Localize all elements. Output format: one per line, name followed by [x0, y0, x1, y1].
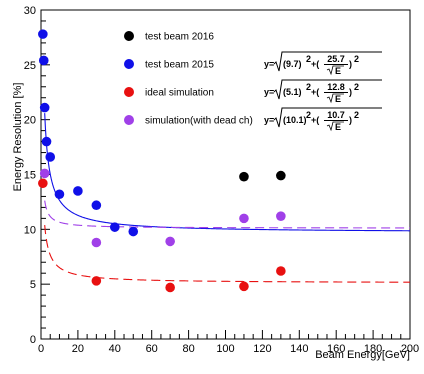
data-points-layer	[38, 29, 286, 293]
fit-formula: y= (5.1) 2 +(12.8E) 2	[264, 79, 382, 104]
radical-sign	[273, 51, 382, 72]
x-tick-label: 40	[109, 343, 121, 355]
y-tick-label: 5	[30, 279, 36, 291]
y-axis-title: Energy Resolution [%]	[12, 83, 24, 192]
radical-sign	[326, 121, 344, 132]
formula-denominator: E	[335, 94, 341, 104]
formula-term: (5.1)	[283, 87, 302, 97]
fit-formula: y= (10.1) 2 +(10.7E) 2	[264, 107, 382, 132]
formula-denominator: E	[335, 122, 341, 132]
y-tick-label: 20	[24, 115, 36, 127]
data-point	[110, 222, 120, 232]
formula-numerator: 25.7	[327, 54, 345, 64]
formula-operator: +(	[311, 115, 319, 125]
x-tick-label: 20	[72, 343, 84, 355]
radical-sign	[326, 65, 344, 76]
fit-curve	[44, 113, 410, 232]
y-tick-label: 0	[30, 334, 36, 346]
data-point	[91, 276, 102, 286]
x-tick-label: 120	[253, 343, 271, 355]
x-tick-label: 200	[401, 343, 419, 355]
legend-label: simulation(with dead ch)	[145, 116, 253, 127]
formula-prefix: y=	[264, 59, 274, 69]
data-point	[276, 266, 286, 276]
fit-curves-layer	[44, 113, 411, 283]
formula-numerator: 10.7	[327, 110, 345, 120]
data-point	[239, 171, 249, 182]
formula-term: (10.1)	[283, 115, 307, 125]
fit-curve	[44, 200, 410, 229]
formula-exponent: 2	[354, 110, 359, 120]
formula-exponent: 2	[354, 82, 359, 92]
axes-layer: 0 20 40 60 80 100 120 140 160 180 200 0 5 10 15 20 25 30	[24, 5, 419, 355]
formula-term: (9.7)	[283, 59, 302, 69]
formula-exponent: 2	[354, 54, 359, 64]
x-tick-label: 140	[290, 343, 308, 355]
y-tick-label: 15	[24, 170, 36, 182]
x-tick-label: 180	[364, 343, 382, 355]
fit-formula: y= (9.7) 2 +(25.7E) 2	[264, 51, 382, 76]
data-point	[276, 211, 286, 221]
data-point	[73, 186, 83, 196]
x-tick-label: 160	[327, 343, 345, 355]
x-axis-title: Beam Energy[GeV]	[315, 349, 410, 361]
data-point	[239, 281, 249, 292]
legend-label: test beam 2016	[145, 32, 214, 43]
y-tick-label: 30	[24, 5, 36, 17]
x-tick-label: 100	[216, 343, 234, 355]
data-point	[38, 178, 48, 189]
data-point	[39, 168, 50, 179]
x-tick-label: 0	[38, 343, 44, 355]
data-point	[45, 152, 56, 162]
data-point	[91, 200, 102, 211]
fit-curve	[44, 225, 411, 283]
legend-marker	[124, 115, 134, 125]
formula-denominator: E	[335, 66, 341, 76]
data-point	[239, 213, 249, 224]
data-point	[54, 189, 65, 200]
data-point	[128, 226, 139, 237]
data-point	[165, 236, 175, 247]
formula-operator: )	[349, 115, 352, 125]
formula-operator: )	[349, 59, 352, 69]
formula-operator: )	[349, 87, 352, 97]
formula-exponent: 2	[306, 110, 311, 120]
data-point	[38, 29, 48, 39]
legend-marker	[124, 87, 134, 97]
legend-label: test beam 2015	[145, 60, 214, 71]
formula-numerator: 12.8	[327, 82, 345, 92]
data-point	[38, 55, 49, 66]
formula-prefix: y=	[264, 115, 274, 125]
legend-marker	[124, 31, 134, 41]
formula-exponent: 2	[306, 54, 311, 64]
x-tick-label: 60	[146, 343, 158, 355]
radical-sign	[273, 107, 382, 128]
formula-prefix: y=	[264, 87, 274, 97]
y-tick-label: 10	[24, 224, 36, 236]
data-point	[39, 102, 50, 113]
data-point	[41, 136, 52, 147]
data-point	[276, 170, 286, 181]
x-tick-label: 80	[182, 343, 194, 355]
radical-sign	[273, 79, 382, 100]
data-point	[91, 237, 102, 248]
radical-sign	[326, 93, 344, 104]
y-tick-label: 25	[24, 60, 36, 72]
formula-operator: +(	[311, 59, 319, 69]
legend-label: ideal simulation	[145, 88, 214, 99]
formula-exponent: 2	[306, 82, 311, 92]
legend-marker	[124, 59, 134, 69]
data-point	[165, 282, 175, 293]
formula-operator: +(	[311, 87, 319, 97]
